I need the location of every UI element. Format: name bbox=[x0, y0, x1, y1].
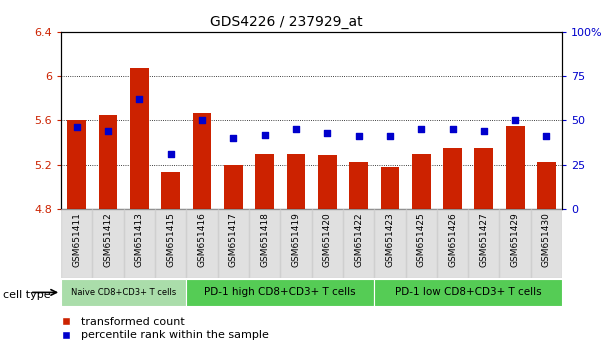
Point bbox=[72, 125, 82, 130]
Bar bbox=[475, 148, 493, 209]
Bar bbox=[61, 209, 92, 278]
Text: GSM651427: GSM651427 bbox=[480, 212, 488, 267]
Point bbox=[197, 118, 207, 123]
Text: PD-1 low CD8+CD3+ T cells: PD-1 low CD8+CD3+ T cells bbox=[395, 287, 541, 297]
Bar bbox=[312, 209, 343, 278]
Text: GSM651413: GSM651413 bbox=[135, 212, 144, 267]
Text: cell type: cell type bbox=[3, 290, 51, 299]
Point bbox=[416, 126, 426, 132]
Bar bbox=[287, 154, 306, 209]
Text: GSM651429: GSM651429 bbox=[511, 212, 519, 267]
Point bbox=[448, 126, 458, 132]
Text: GSM651415: GSM651415 bbox=[166, 212, 175, 267]
Bar bbox=[468, 209, 500, 278]
Bar bbox=[99, 115, 117, 209]
Bar bbox=[381, 167, 400, 209]
Title: GDS4226 / 237929_at: GDS4226 / 237929_at bbox=[210, 16, 363, 29]
Point bbox=[229, 135, 238, 141]
Bar bbox=[186, 279, 374, 306]
Point bbox=[323, 130, 332, 136]
Point bbox=[354, 133, 364, 139]
Bar bbox=[155, 209, 186, 278]
Text: GSM651417: GSM651417 bbox=[229, 212, 238, 267]
Bar bbox=[192, 113, 211, 209]
Bar bbox=[280, 209, 312, 278]
Point bbox=[134, 96, 144, 102]
Text: PD-1 high CD8+CD3+ T cells: PD-1 high CD8+CD3+ T cells bbox=[205, 287, 356, 297]
Bar bbox=[343, 209, 375, 278]
Bar bbox=[374, 279, 562, 306]
Bar bbox=[123, 209, 155, 278]
Text: GSM651412: GSM651412 bbox=[104, 212, 112, 267]
Bar bbox=[61, 279, 186, 306]
Text: GSM651419: GSM651419 bbox=[291, 212, 301, 267]
Bar bbox=[349, 162, 368, 209]
Bar bbox=[67, 120, 86, 209]
Bar bbox=[186, 209, 218, 278]
Point bbox=[260, 132, 269, 137]
Bar bbox=[500, 209, 531, 278]
Point bbox=[479, 128, 489, 134]
Bar bbox=[249, 209, 280, 278]
Bar bbox=[406, 209, 437, 278]
Text: GSM651418: GSM651418 bbox=[260, 212, 269, 267]
Bar bbox=[224, 165, 243, 209]
Text: GSM651420: GSM651420 bbox=[323, 212, 332, 267]
Bar bbox=[318, 155, 337, 209]
Bar bbox=[506, 126, 524, 209]
Point bbox=[166, 151, 175, 157]
Bar bbox=[92, 209, 123, 278]
Text: Naive CD8+CD3+ T cells: Naive CD8+CD3+ T cells bbox=[71, 288, 177, 297]
Bar bbox=[161, 172, 180, 209]
Point bbox=[103, 128, 113, 134]
Bar bbox=[255, 154, 274, 209]
Bar bbox=[374, 209, 406, 278]
Bar bbox=[130, 68, 149, 209]
Bar bbox=[437, 209, 468, 278]
Text: GSM651426: GSM651426 bbox=[448, 212, 457, 267]
Legend: transformed count, percentile rank within the sample: transformed count, percentile rank withi… bbox=[54, 317, 269, 341]
Text: GSM651423: GSM651423 bbox=[386, 212, 394, 267]
Text: GSM651422: GSM651422 bbox=[354, 212, 363, 267]
Bar bbox=[412, 154, 431, 209]
Text: GSM651425: GSM651425 bbox=[417, 212, 426, 267]
Text: GSM651416: GSM651416 bbox=[197, 212, 207, 267]
Point bbox=[291, 126, 301, 132]
Point bbox=[541, 133, 551, 139]
Point bbox=[510, 118, 520, 123]
Bar bbox=[218, 209, 249, 278]
Bar bbox=[443, 148, 462, 209]
Bar bbox=[531, 209, 562, 278]
Bar bbox=[537, 162, 556, 209]
Text: GSM651411: GSM651411 bbox=[72, 212, 81, 267]
Point bbox=[385, 133, 395, 139]
Text: GSM651430: GSM651430 bbox=[542, 212, 551, 267]
